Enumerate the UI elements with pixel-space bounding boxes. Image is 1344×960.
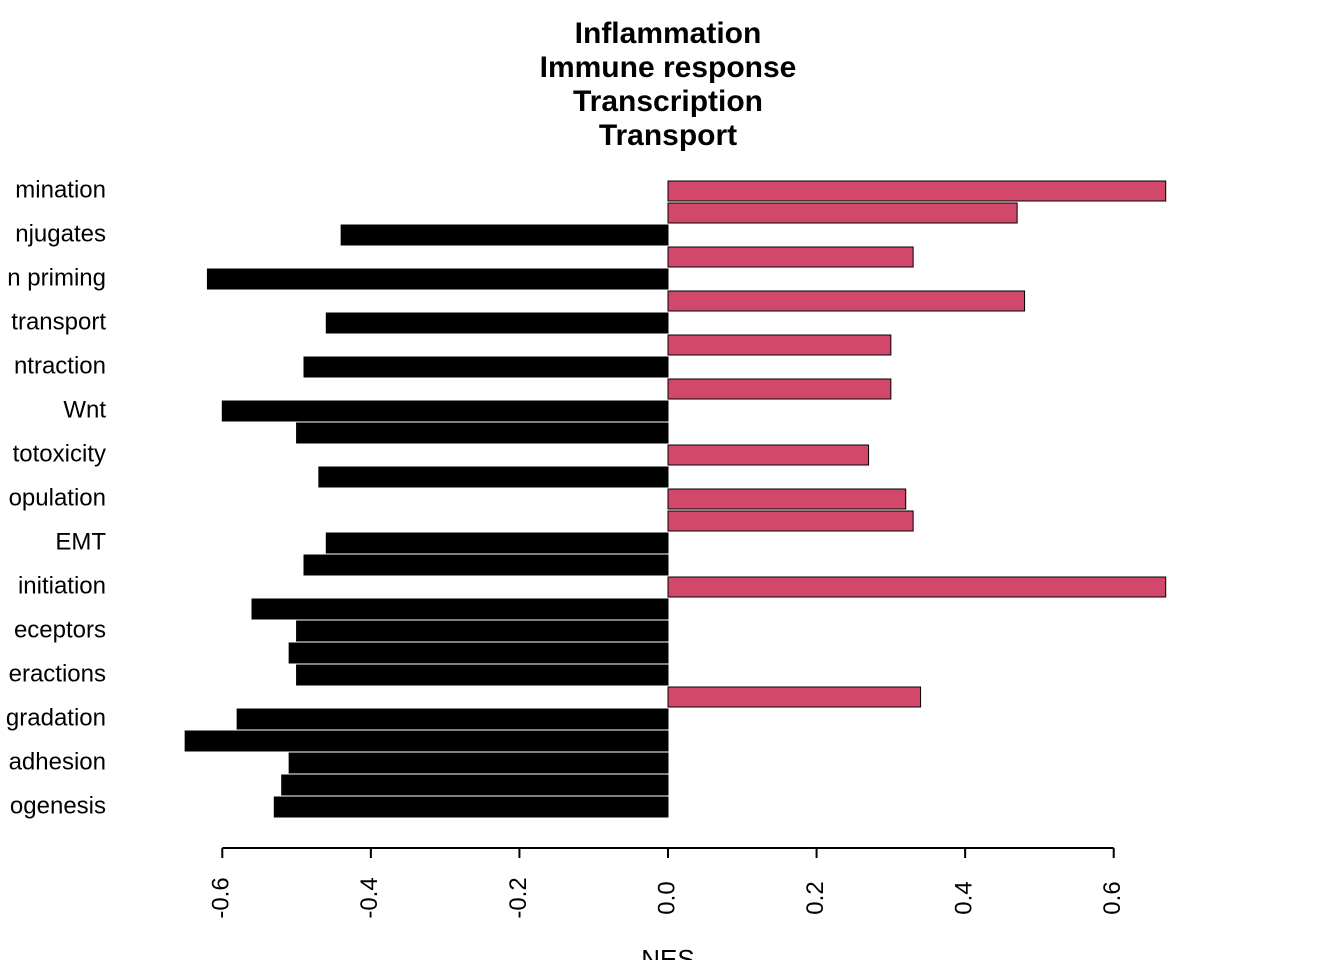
bar-negative	[319, 467, 668, 487]
bar-positive	[668, 203, 1017, 223]
x-axis-tick-label: -0.2	[505, 877, 532, 918]
y-axis-label: opulation	[9, 484, 106, 511]
bar-negative	[341, 225, 668, 245]
bar-positive	[668, 379, 891, 399]
y-axis-label: transport	[11, 308, 106, 335]
bar-positive	[668, 489, 906, 509]
bar-negative	[297, 665, 668, 685]
bar-negative	[304, 357, 668, 377]
y-axis-label: eractions	[9, 660, 106, 687]
y-axis-label: njugates	[15, 220, 106, 247]
y-axis-label: ntraction	[14, 352, 106, 379]
chart-title-line: Transcription	[573, 85, 763, 118]
x-axis-tick-label: -0.4	[356, 877, 383, 918]
y-axis-label: initiation	[18, 572, 106, 599]
bar-negative	[252, 599, 668, 619]
x-axis-tick-label: 0.0	[653, 881, 680, 914]
chart-title-line: Immune response	[540, 51, 797, 84]
y-axis-label: ogenesis	[10, 792, 106, 819]
bar-positive	[668, 247, 913, 267]
bar-negative	[289, 753, 668, 773]
x-axis-tick-label: 0.6	[1099, 881, 1126, 914]
bar-positive	[668, 445, 869, 465]
bar-negative	[297, 621, 668, 641]
bar-negative	[297, 423, 668, 443]
bar-negative	[274, 797, 668, 817]
bar-negative	[222, 401, 668, 421]
chart-svg: InflammationImmune responseTranscription…	[0, 0, 1344, 960]
bar-positive	[668, 511, 913, 531]
chart-title: InflammationImmune responseTranscription…	[540, 17, 797, 152]
chart-title-line: Inflammation	[575, 17, 762, 50]
bar-negative	[326, 313, 668, 333]
bar-positive	[668, 291, 1025, 311]
bar-positive	[668, 577, 1166, 597]
bars-group: mination njugates n priming transport ntract…	[6, 176, 1166, 819]
x-axis-tick-label: 0.4	[950, 881, 977, 914]
y-axis-label: gradation	[6, 704, 106, 731]
x-axis-tick-label: 0.2	[802, 881, 829, 914]
y-axis-label: adhesion	[9, 748, 106, 775]
x-axis-title: NES	[641, 944, 694, 960]
bar-positive	[668, 335, 891, 355]
x-axis-tick-label: -0.6	[208, 877, 235, 918]
y-axis-label: eceptors	[14, 616, 106, 643]
bar-positive	[668, 181, 1166, 201]
bar-negative	[207, 269, 668, 289]
y-axis-label: EMT	[55, 528, 106, 555]
bar-negative	[185, 731, 668, 751]
bar-negative	[282, 775, 668, 795]
x-axis: -0.6 -0.4 -0.2 0.0 0.2 0.4 0.6	[208, 848, 1126, 919]
bar-positive	[668, 687, 921, 707]
y-axis-label: mination	[15, 176, 106, 203]
y-axis-label: Wnt	[63, 396, 106, 423]
chart-title-line: Transport	[599, 119, 737, 152]
bar-negative	[237, 709, 668, 729]
y-axis-label: totoxicity	[13, 440, 106, 467]
bar-negative	[326, 533, 668, 553]
bar-negative	[289, 643, 668, 663]
chart-container: InflammationImmune responseTranscription…	[0, 0, 1344, 960]
y-axis-label: n priming	[7, 264, 106, 291]
bar-negative	[304, 555, 668, 575]
